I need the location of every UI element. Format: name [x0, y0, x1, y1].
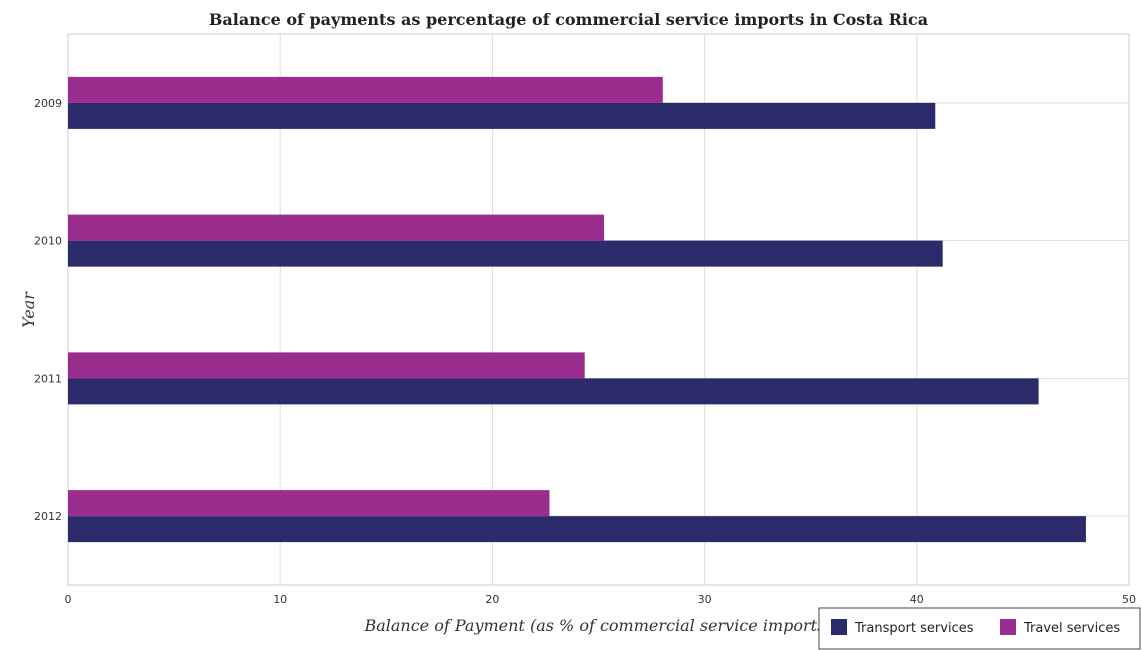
y-tick-label: 2011	[34, 372, 62, 385]
x-tick-label: 10	[273, 593, 287, 606]
legend-swatch-travel	[1000, 619, 1016, 635]
x-tick-label: 50	[1122, 593, 1136, 606]
plot-area-border	[67, 33, 1130, 586]
x-tick-label: 20	[485, 593, 499, 606]
bar-transport-services-2011	[68, 378, 1039, 405]
x-axis-label: Balance of Payment (as % of commercial s…	[363, 616, 831, 635]
y-tick-label: 2010	[34, 235, 62, 248]
x-tick-label: 30	[698, 593, 712, 606]
bar-transport-services-2012	[68, 516, 1086, 543]
bars	[68, 76, 1086, 543]
bar-travel-services-2012	[68, 490, 550, 517]
y-tick-label: 2012	[34, 510, 62, 523]
legend-box	[818, 607, 1141, 650]
legend-label-travel: Travel services	[1023, 621, 1120, 636]
bar-travel-services-2009	[68, 76, 663, 103]
legend-swatch-transport	[831, 619, 847, 635]
x-tick-label: 0	[65, 593, 72, 606]
bar-transport-services-2009	[68, 102, 936, 129]
y-axis-label: Year	[19, 291, 38, 328]
y-tick-labels: 2009 2010 2011 2012	[34, 97, 62, 523]
legend: Transport services Travel services	[818, 607, 1141, 650]
chart-title: Balance of payments as percentage of com…	[209, 10, 928, 29]
y-tick-label: 2009	[34, 97, 62, 110]
legend-label-transport: Transport services	[854, 621, 974, 636]
bar-transport-services-2010	[68, 240, 943, 267]
x-tick-labels: 0 10 20 30 40 50	[65, 593, 1137, 606]
x-tick-label: 40	[910, 593, 924, 606]
bar-travel-services-2011	[68, 352, 585, 379]
bar-travel-services-2010	[68, 214, 605, 241]
